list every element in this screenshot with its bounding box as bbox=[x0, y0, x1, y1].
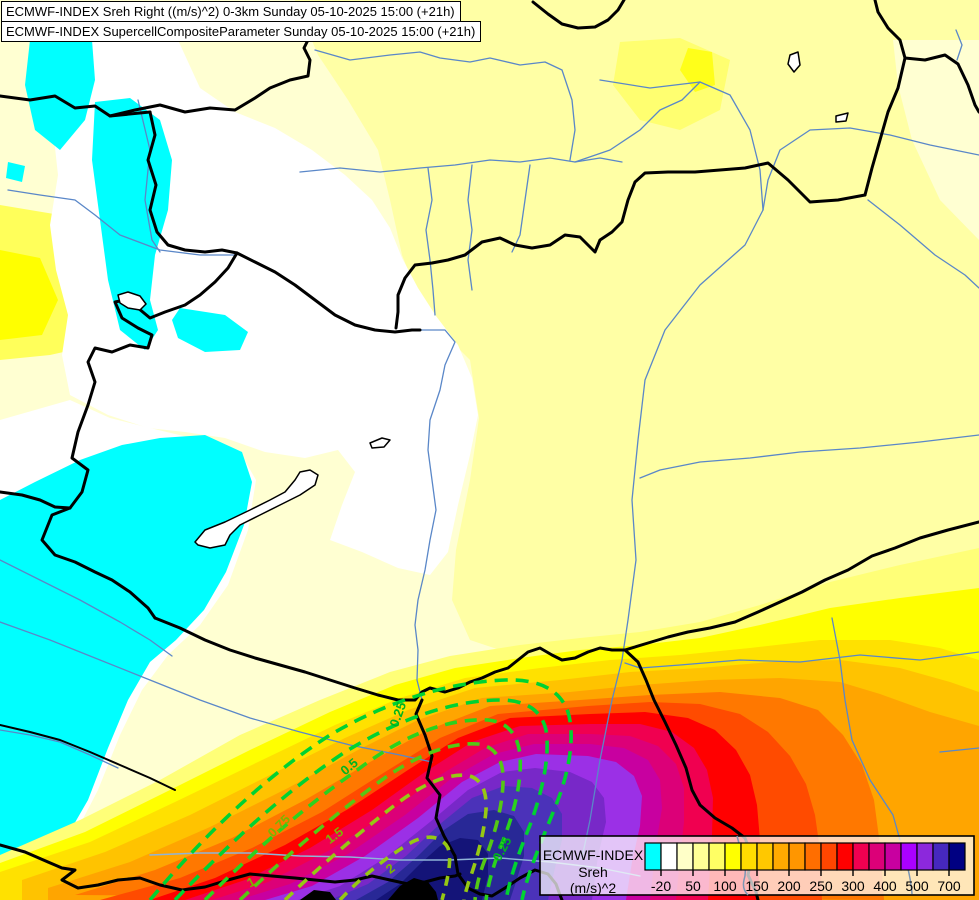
legend-color-box bbox=[644, 842, 662, 871]
legend-color-box bbox=[708, 842, 726, 871]
lake-velence bbox=[369, 437, 391, 449]
legend-tick-value: 500 bbox=[905, 878, 929, 894]
fill-pale-yellow-east bbox=[295, 0, 979, 650]
legend-color-box bbox=[804, 842, 822, 871]
border-hungary-south bbox=[153, 616, 627, 702]
border-czech-slovakia bbox=[108, 38, 312, 118]
fill-cyan-spot-left bbox=[6, 162, 25, 182]
legend-color-box bbox=[676, 842, 694, 871]
contour-1-line bbox=[238, 742, 505, 900]
lakes bbox=[117, 51, 849, 549]
river-lines bbox=[0, 29, 979, 859]
lake-neusiedl bbox=[117, 291, 147, 311]
legend-color-box bbox=[724, 842, 742, 871]
legend-color-box bbox=[948, 842, 966, 871]
legend-tick-value: 200 bbox=[777, 878, 801, 894]
border-ukraine-ne bbox=[903, 53, 979, 114]
river-kupa bbox=[0, 729, 119, 769]
river-danube-upper bbox=[7, 189, 238, 256]
river-morava-at bbox=[137, 99, 161, 253]
legend-tick-value: 100 bbox=[713, 878, 737, 894]
legend-colorbar bbox=[644, 842, 966, 871]
river-koros bbox=[639, 434, 979, 479]
river-right-edge bbox=[939, 747, 979, 753]
border-slovakia-hungary-east bbox=[394, 161, 867, 330]
legend-tick-value: 50 bbox=[685, 878, 701, 894]
supercell-contours bbox=[148, 678, 573, 900]
lake-slovakia-1 bbox=[787, 51, 801, 73]
contour-075-line bbox=[203, 718, 523, 900]
river-tisza bbox=[581, 209, 764, 859]
river-slovakia-ne bbox=[574, 81, 701, 163]
river-vah-lower bbox=[425, 167, 436, 316]
border-austria-slovakia bbox=[146, 110, 239, 255]
fill-yellow-blob-top-core bbox=[680, 48, 715, 92]
legend-color-box bbox=[836, 842, 854, 871]
contour-15-line bbox=[283, 773, 488, 900]
river-drava bbox=[0, 621, 433, 763]
border-danube-section bbox=[235, 251, 422, 334]
river-mures bbox=[624, 651, 979, 669]
fill-cyan-nw-band bbox=[25, 40, 95, 150]
river-tisza-upper bbox=[762, 127, 979, 211]
river-hron bbox=[511, 164, 531, 253]
lake-balaton bbox=[194, 469, 319, 549]
legend-color-box bbox=[692, 842, 710, 871]
fill-cream-ne-corner bbox=[893, 40, 979, 240]
legend: ECMWF-INDEX Sreh (m/s)^2 -20 50 100 150 200 2… bbox=[539, 835, 975, 896]
legend-parameter-label: Sreh bbox=[578, 864, 608, 880]
border-austria-slovenia bbox=[0, 490, 72, 510]
legend-color-box bbox=[820, 842, 838, 871]
legend-tick-labels: -20 50 100 150 200 250 300 400 500 700 bbox=[651, 870, 961, 894]
band-black-core bbox=[388, 878, 438, 900]
legend-color-box bbox=[916, 842, 934, 871]
contour-05-line bbox=[173, 698, 549, 900]
legend-color-box bbox=[884, 842, 902, 871]
border-slovenia-croatia bbox=[0, 724, 176, 791]
legend-color-box bbox=[852, 842, 870, 871]
contour-2-line bbox=[338, 835, 452, 900]
legend-color-box bbox=[868, 842, 886, 871]
border-croatia-bosnia bbox=[0, 843, 462, 892]
legend-color-box bbox=[756, 842, 774, 871]
legend-tick-value: -20 bbox=[651, 878, 671, 894]
legend-color-box bbox=[932, 842, 950, 871]
river-slovakia-ew bbox=[299, 157, 623, 173]
border-hungary-romania bbox=[623, 520, 979, 652]
legend-tick-value: 300 bbox=[841, 878, 865, 894]
legend-tick-value: 400 bbox=[873, 878, 897, 894]
river-vah-upper bbox=[314, 49, 576, 161]
river-nitra bbox=[467, 164, 473, 291]
border-poland-bump bbox=[531, 0, 626, 30]
legend-tick-value: 250 bbox=[809, 878, 833, 894]
river-timis bbox=[831, 617, 901, 841]
fill-cyan-morava bbox=[92, 98, 172, 350]
legend-tick-value: 700 bbox=[937, 878, 961, 894]
river-ne-corner bbox=[955, 29, 963, 61]
border-slovakia-ukraine bbox=[863, 0, 907, 197]
legend-tick-value: 150 bbox=[745, 878, 769, 894]
river-mura bbox=[0, 559, 173, 657]
fill-yellow-blob-left-core bbox=[0, 250, 58, 340]
fill-cyan-sw-large bbox=[0, 435, 252, 884]
title-line-1: ECMWF-INDEX Sreh Right ((m/s)^2) 0-3km S… bbox=[1, 1, 461, 22]
border-austria-hungary bbox=[40, 251, 239, 620]
legend-color-box bbox=[788, 842, 806, 871]
band-black-core-2 bbox=[300, 890, 336, 900]
legend-units-label: (m/s)^2 bbox=[570, 880, 616, 896]
legend-color-box bbox=[660, 842, 678, 871]
river-somes bbox=[867, 199, 979, 289]
legend-product-label: ECMWF-INDEX bbox=[543, 847, 644, 863]
title-line-2: ECMWF-INDEX SupercellCompositeParameter … bbox=[1, 21, 482, 42]
river-bodrog bbox=[599, 79, 764, 211]
lake-slovakia-2 bbox=[835, 112, 849, 123]
river-danube-mid bbox=[414, 329, 456, 701]
fill-cyan-vienna-basin bbox=[172, 308, 248, 352]
legend-color-box bbox=[772, 842, 790, 871]
legend-color-box bbox=[900, 842, 918, 871]
legend-color-box bbox=[740, 842, 758, 871]
